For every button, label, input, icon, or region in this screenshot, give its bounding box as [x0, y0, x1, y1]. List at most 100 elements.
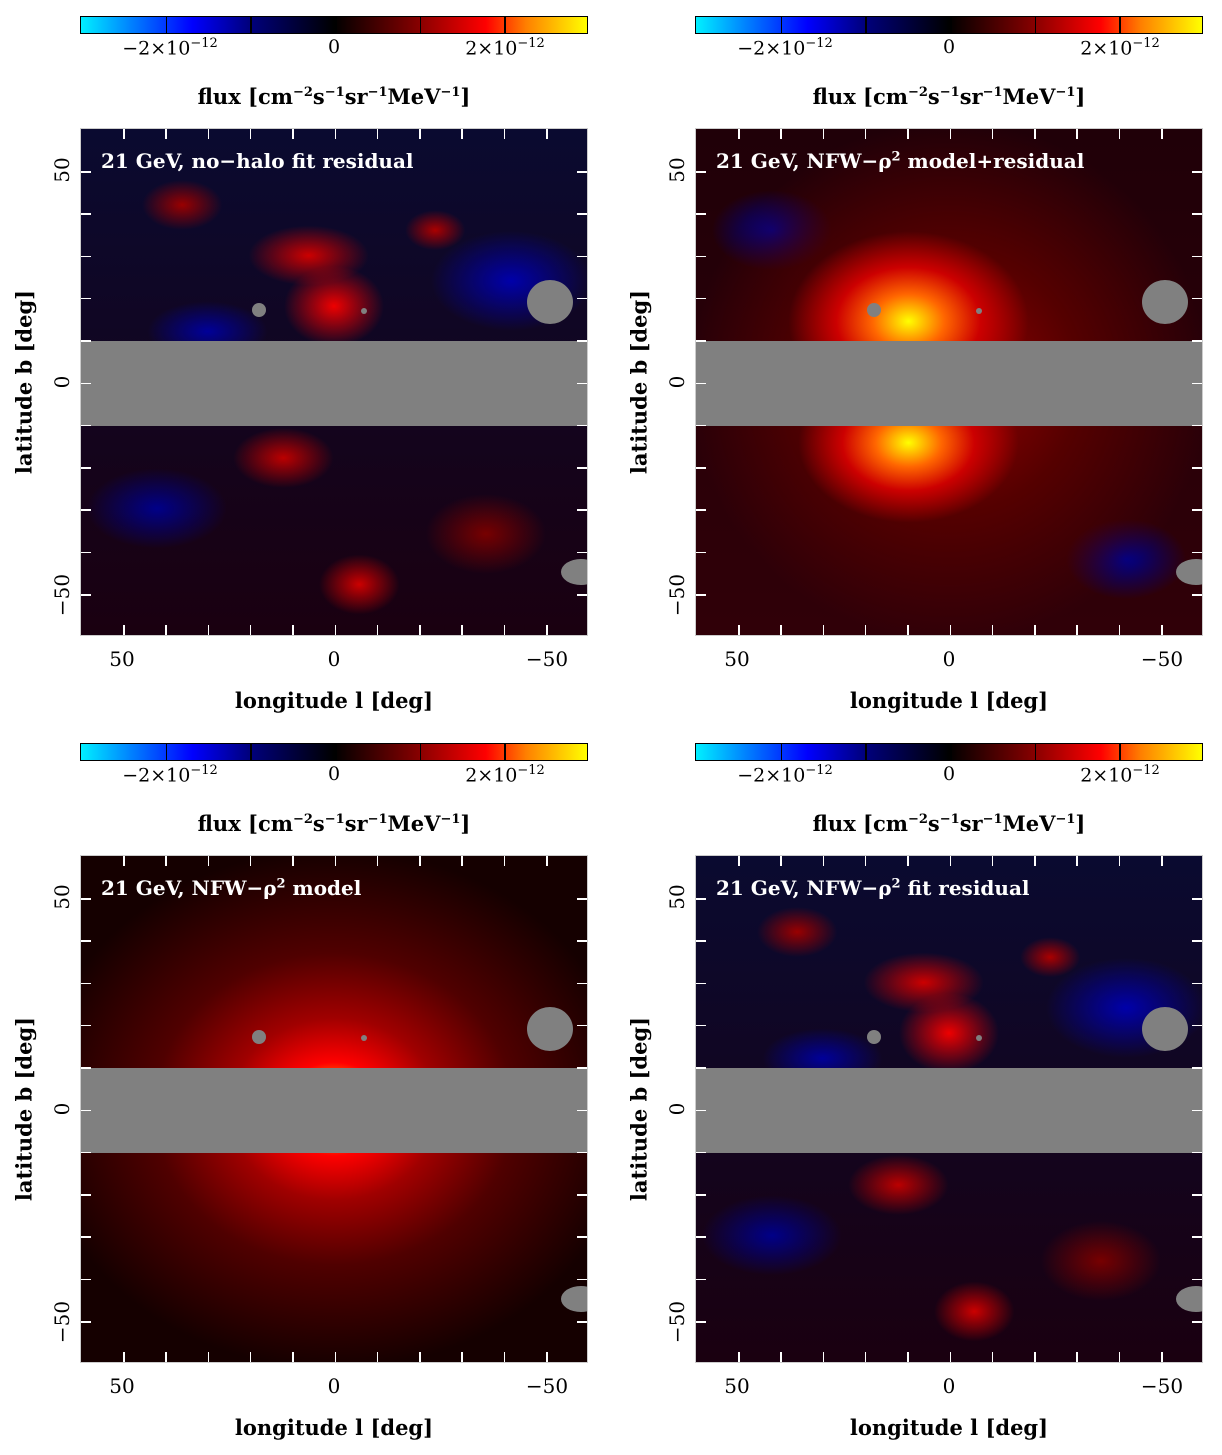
y-tick	[1192, 255, 1202, 258]
x-tick-label: −50	[1140, 1374, 1184, 1398]
x-tick	[738, 129, 740, 139]
x-tick	[461, 129, 463, 139]
y-tick-label: 0	[50, 1102, 74, 1116]
colorbar	[695, 16, 1203, 34]
x-tick-label: 50	[724, 647, 750, 671]
y-tick	[696, 382, 706, 384]
x-axis-title: longitude l [deg]	[849, 1415, 1049, 1440]
y-tick	[696, 1067, 706, 1069]
x-tick	[292, 856, 294, 866]
colorbar-tick	[780, 17, 783, 33]
x-tick	[1161, 856, 1163, 866]
y-tick	[81, 940, 91, 942]
y-tick	[696, 1236, 706, 1238]
y-tick	[81, 255, 91, 258]
colorbar-tick-label: 0	[942, 763, 956, 785]
x-tick	[780, 129, 782, 139]
y-axis-title: latitude b [deg]	[11, 1016, 37, 1202]
y-tick	[696, 1109, 706, 1111]
galactic-plane-mask	[81, 1068, 587, 1153]
x-tick	[1076, 625, 1078, 635]
colorbar-tick-label: 2×10−12	[465, 36, 545, 60]
masked-source	[1176, 1286, 1202, 1312]
x-tick	[1161, 1352, 1163, 1362]
x-tick	[165, 129, 167, 139]
x-tick	[546, 856, 548, 866]
x-tick	[419, 129, 421, 139]
x-tick	[907, 1352, 909, 1362]
y-tick	[81, 213, 91, 215]
y-tick	[696, 340, 706, 342]
colorbar-tick	[335, 744, 337, 760]
y-tick	[577, 1321, 587, 1323]
y-tick	[577, 1194, 587, 1196]
y-tick	[81, 467, 91, 469]
y-tick	[577, 255, 587, 258]
y-tick	[577, 551, 587, 554]
x-tick	[123, 856, 125, 866]
x-tick	[1118, 1352, 1121, 1362]
panel-label: 21 GeV, NFW−ρ2 fit residual	[716, 876, 1030, 900]
x-tick	[1076, 856, 1078, 866]
colorbar-tick	[950, 17, 952, 33]
colorbar-tick	[1119, 744, 1121, 760]
x-tick	[461, 1352, 463, 1362]
y-tick-label: −50	[665, 573, 689, 617]
x-tick	[292, 1352, 294, 1362]
y-tick	[696, 1321, 706, 1323]
colorbar	[80, 16, 588, 34]
y-tick	[1192, 1024, 1202, 1027]
x-tick	[334, 856, 336, 866]
y-axis-title: latitude b [deg]	[626, 1016, 652, 1202]
x-tick	[546, 129, 548, 139]
x-tick	[207, 1352, 210, 1362]
y-tick	[696, 509, 706, 511]
x-tick	[822, 856, 825, 866]
y-tick	[577, 1236, 587, 1238]
colorbar-tick	[419, 17, 422, 33]
x-tick	[1118, 856, 1121, 866]
x-tick	[1076, 129, 1078, 139]
y-tick	[696, 1151, 706, 1154]
x-tick	[461, 856, 463, 866]
y-tick	[577, 1151, 587, 1154]
y-tick-label: 0	[665, 375, 689, 389]
colorbar-title: flux [cm−2s−1sr−1MeV−1]	[812, 84, 1086, 109]
y-tick	[81, 1236, 91, 1238]
colorbar-tick	[950, 744, 952, 760]
x-tick-label: 0	[327, 647, 341, 671]
x-tick	[991, 625, 994, 635]
panel-nfw-model: −2×10−12 0 2×10−12 flux [cm−2s−1sr−1MeV−1] 2…	[0, 727, 615, 1454]
x-tick	[907, 856, 909, 866]
y-tick	[696, 467, 706, 469]
x-tick	[503, 625, 506, 635]
y-tick	[1192, 1151, 1202, 1154]
y-tick	[1192, 382, 1202, 384]
masked-source	[527, 1007, 573, 1051]
x-tick	[1161, 129, 1163, 139]
panel-no-halo-residual: −2×10−12 0 2×10−12 flux [cm−2s−1sr−1MeV−1] 2…	[0, 0, 615, 727]
y-tick	[696, 213, 706, 215]
colorbar-title: flux [cm−2s−1sr−1MeV−1]	[197, 84, 471, 109]
y-tick	[1192, 467, 1202, 469]
x-tick	[780, 856, 782, 866]
colorbar-tick	[865, 17, 867, 33]
y-tick-label: −50	[665, 1300, 689, 1344]
y-tick	[1192, 213, 1202, 215]
masked-source	[361, 1035, 367, 1041]
masked-source	[1142, 1007, 1188, 1051]
galactic-plane-mask	[696, 1068, 1202, 1153]
masked-source	[1142, 280, 1188, 324]
y-tick	[577, 1109, 587, 1111]
x-tick	[249, 1352, 252, 1362]
colorbar-tick	[165, 17, 168, 33]
x-tick	[738, 625, 740, 635]
x-tick	[165, 625, 167, 635]
y-tick	[1192, 1236, 1202, 1238]
x-tick	[949, 856, 951, 866]
colorbar-tick	[335, 17, 337, 33]
x-tick-label: −50	[525, 647, 569, 671]
y-tick	[81, 382, 91, 384]
y-tick	[1192, 982, 1202, 985]
colorbar-tick-label: −2×10−12	[122, 36, 218, 60]
